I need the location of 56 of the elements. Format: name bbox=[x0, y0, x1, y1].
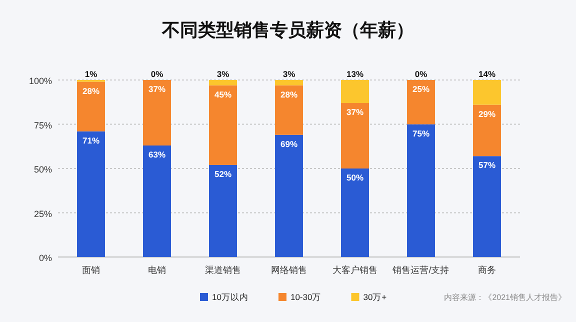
data-label: 69% bbox=[280, 138, 298, 149]
bar bbox=[209, 164, 237, 257]
y-tick-label: 75% bbox=[34, 120, 52, 130]
data-label: 28% bbox=[82, 86, 100, 96]
bar bbox=[275, 85, 303, 135]
x-tick-label: 销售运营/支持 bbox=[392, 265, 450, 275]
x-tick-label: 面销 bbox=[82, 265, 100, 275]
bar bbox=[209, 80, 237, 86]
data-label: 75% bbox=[412, 128, 430, 138]
data-label: 71% bbox=[82, 135, 100, 146]
bar bbox=[77, 131, 105, 257]
y-tick-label: 50% bbox=[34, 164, 52, 174]
data-label: 50% bbox=[346, 172, 364, 182]
x-tick-label: 电销 bbox=[148, 265, 166, 275]
x-tick-label: 商务 bbox=[478, 265, 496, 275]
x-tick-label: 大客户销售 bbox=[332, 265, 378, 275]
data-label: 45% bbox=[214, 89, 232, 100]
data-label: 29% bbox=[478, 108, 496, 119]
bar bbox=[473, 104, 501, 156]
bar bbox=[275, 134, 303, 257]
data-label: 37% bbox=[346, 107, 364, 118]
data-label: 25% bbox=[412, 84, 430, 94]
bar bbox=[77, 82, 105, 132]
x-tick-label: 网络销售 bbox=[271, 265, 307, 275]
data-label: 0% bbox=[414, 69, 428, 79]
data-label: 28% bbox=[280, 89, 298, 100]
data-label: 37% bbox=[148, 84, 166, 94]
data-label: 57% bbox=[478, 160, 496, 170]
data-label: 3% bbox=[216, 69, 230, 79]
bar bbox=[209, 85, 237, 165]
data-label: 14% bbox=[478, 69, 496, 79]
chart-title: 不同类型销售专员薪资（年薪） bbox=[161, 20, 414, 40]
legend-label: 10万以内 bbox=[212, 292, 248, 302]
data-label: 1% bbox=[84, 69, 98, 79]
y-tick-label: 25% bbox=[34, 208, 52, 219]
bar bbox=[407, 80, 435, 124]
bar bbox=[143, 145, 171, 257]
data-label: 52% bbox=[214, 168, 232, 179]
bar bbox=[275, 80, 303, 86]
legend-label: 10-30万 bbox=[290, 292, 322, 302]
bar bbox=[473, 80, 501, 105]
bar bbox=[473, 156, 501, 257]
bar bbox=[407, 124, 435, 257]
data-label: 13% bbox=[346, 69, 364, 79]
x-tick-label: 渠道销售 bbox=[205, 265, 241, 275]
bar bbox=[341, 103, 369, 168]
bar bbox=[341, 80, 369, 104]
bar bbox=[143, 80, 171, 146]
y-tick-label: 100% bbox=[28, 76, 52, 86]
data-label: 0% bbox=[150, 69, 164, 79]
data-label: 3% bbox=[282, 69, 296, 79]
y-tick-label: 0% bbox=[38, 253, 52, 263]
data-label: 63% bbox=[148, 149, 166, 160]
bar bbox=[341, 168, 369, 257]
legend-label: 30万+ bbox=[363, 292, 387, 302]
text: 内容来源：《2021销售人才报告》 bbox=[444, 293, 566, 302]
